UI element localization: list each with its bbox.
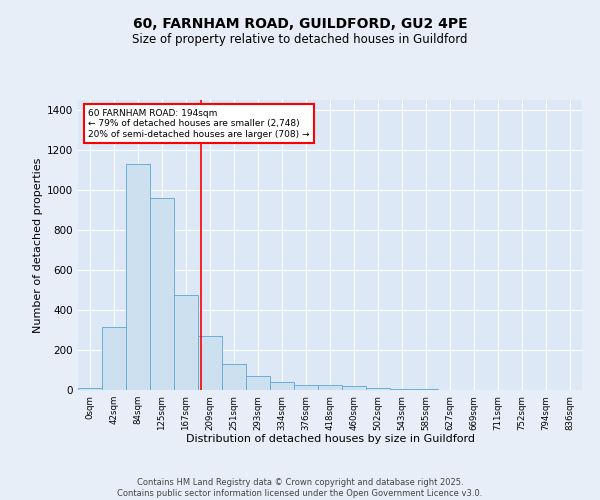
Text: Contains HM Land Registry data © Crown copyright and database right 2025.
Contai: Contains HM Land Registry data © Crown c… [118,478,482,498]
Bar [246,376,270,390]
Bar [126,164,150,390]
Bar [342,386,366,390]
X-axis label: Distribution of detached houses by size in Guildford: Distribution of detached houses by size … [185,434,475,444]
Bar [294,385,318,390]
Text: 60, FARNHAM ROAD, GUILDFORD, GU2 4PE: 60, FARNHAM ROAD, GUILDFORD, GU2 4PE [133,18,467,32]
Bar [102,327,126,390]
Bar [366,388,390,390]
Text: Size of property relative to detached houses in Guildford: Size of property relative to detached ho… [132,32,468,46]
Bar [174,295,198,390]
Bar [198,336,222,390]
Bar [318,385,342,390]
Bar [270,382,294,390]
Y-axis label: Number of detached properties: Number of detached properties [33,158,43,332]
Text: 60 FARNHAM ROAD: 194sqm
← 79% of detached houses are smaller (2,748)
20% of semi: 60 FARNHAM ROAD: 194sqm ← 79% of detache… [88,108,310,138]
Bar [150,198,174,390]
Bar [222,364,246,390]
Bar [390,389,414,390]
Bar [78,388,102,390]
